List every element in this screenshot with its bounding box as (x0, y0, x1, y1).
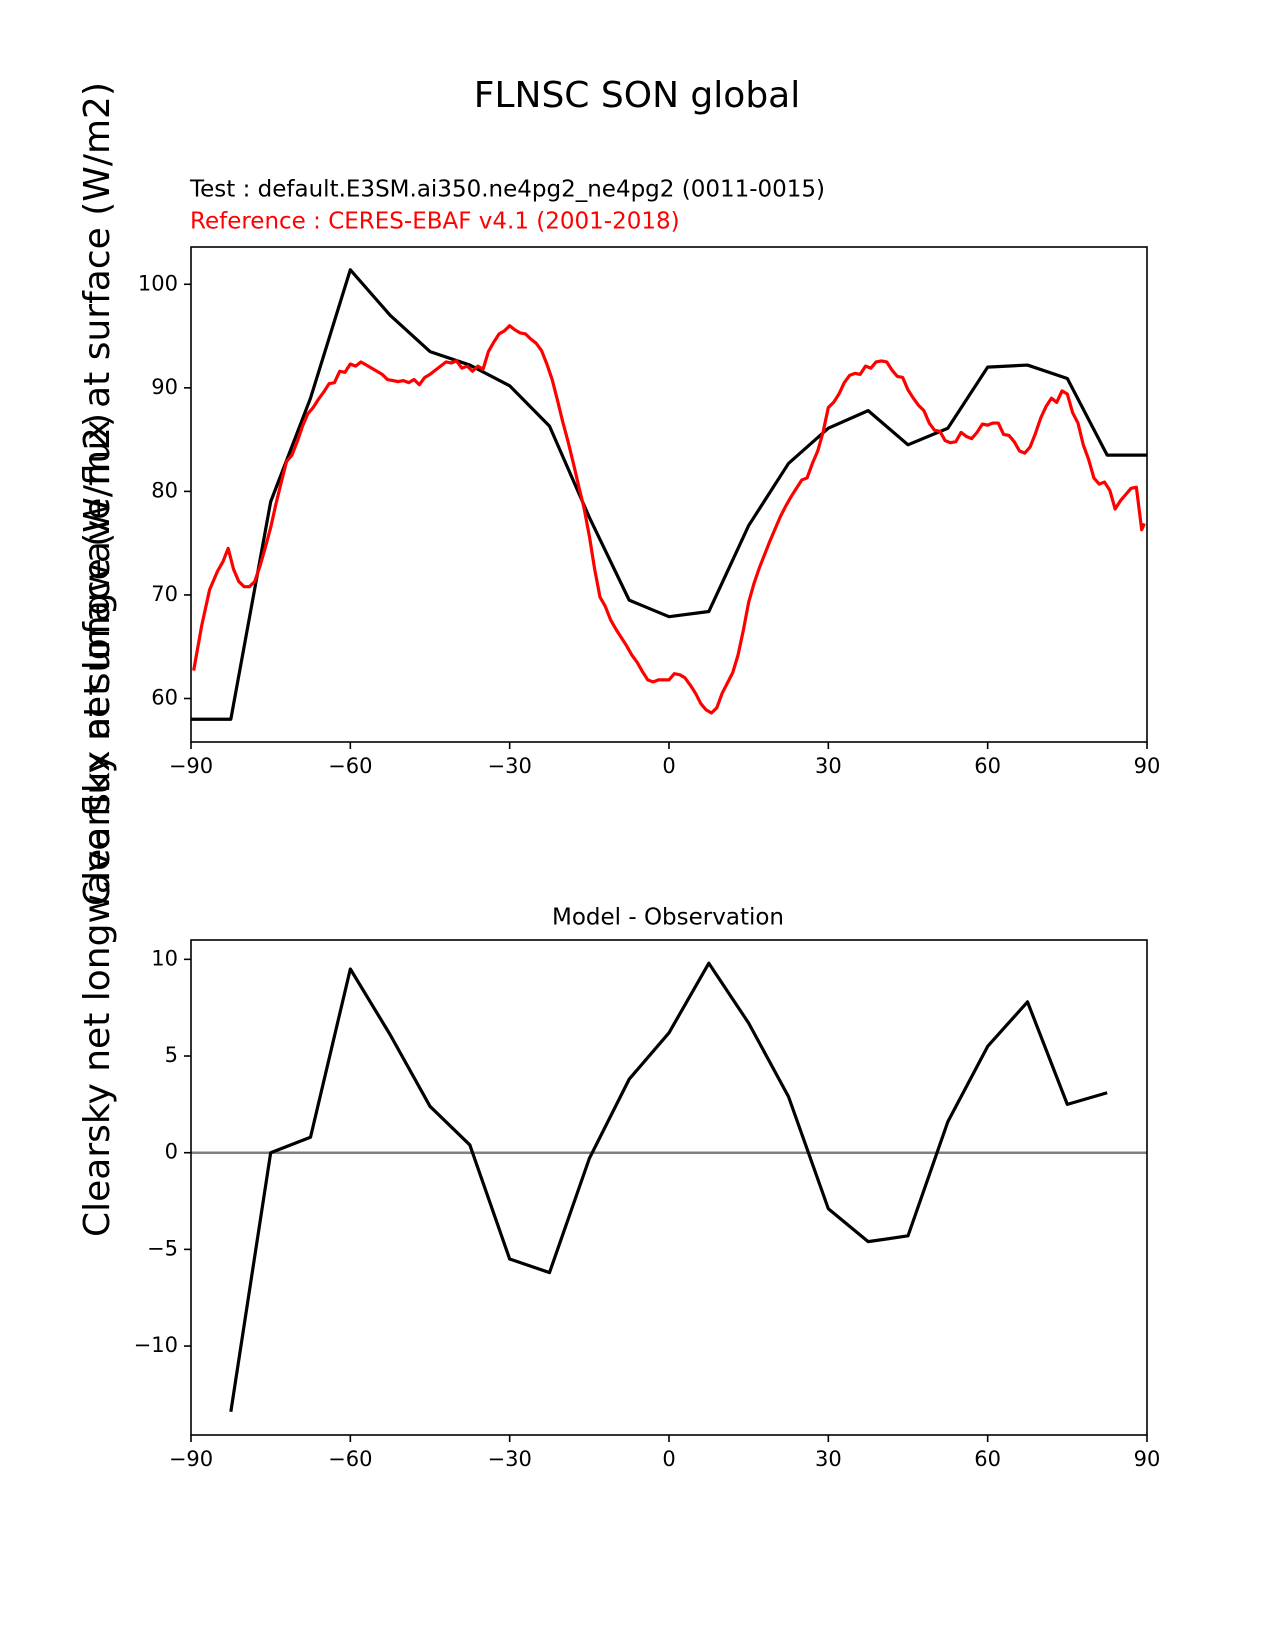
top-x-tick-label: 30 (815, 754, 842, 778)
reference-label: Reference : CERES-EBAF v4.1 (2001-2018) (190, 209, 680, 235)
diff-x-tick-label: −90 (169, 1447, 213, 1471)
top-x-tick-label: 90 (1134, 754, 1161, 778)
test-label: Test : default.E3SM.ai350.ne4pg2_ne4pg2 … (189, 177, 825, 203)
top-ylabel: Clearsky net longwave flux at surface (W… (77, 82, 118, 906)
diff-x-tick-label: 30 (815, 1447, 842, 1471)
diff-y-tick-label: 5 (165, 1043, 178, 1067)
top-y-tick-label: 100 (138, 271, 178, 295)
top-x-tick-label: −60 (328, 754, 372, 778)
top-x-tick-label: 0 (662, 754, 675, 778)
figure-suptitle: FLNSC SON global (474, 75, 800, 116)
diff-x-tick-label: −30 (488, 1447, 532, 1471)
top-x-tick-label: −30 (488, 754, 532, 778)
figure-ylabel: Clearsky net longwave flux at surface (W… (77, 413, 118, 1237)
diff-y-tick-label: −5 (147, 1236, 178, 1260)
diff-x-tick-label: 90 (1134, 1447, 1161, 1471)
diff-x-tick-label: 60 (974, 1447, 1001, 1471)
diff-x-tick-label: 0 (662, 1447, 675, 1471)
top-series-line-0 (191, 268, 1147, 721)
top-y-tick-label: 80 (151, 478, 178, 502)
top-y-tick-label: 90 (151, 375, 178, 399)
diff-y-tick-label: 10 (151, 946, 178, 970)
top-y-tick-label: 70 (151, 582, 178, 606)
top-series-line-1 (192, 324, 1146, 715)
top-x-tick-label: 60 (974, 754, 1001, 778)
top-panel: −90 −60 −30 0 30 60 90 60 70 80 90 100 (138, 246, 1161, 778)
diff-title: Model - Observation (552, 905, 784, 931)
diff-y-tick-label: 0 (165, 1140, 178, 1164)
diff-x-tick-label: −60 (328, 1447, 372, 1471)
difference-panel: −90 −60 −30 0 30 60 90 −10 −5 0 5 10 (134, 939, 1161, 1471)
diff-series-line-0 (229, 961, 1108, 1413)
top-y-tick-label: 60 (151, 686, 178, 710)
diff-y-tick-label: −10 (134, 1333, 178, 1357)
top-x-tick-label: −90 (169, 754, 213, 778)
